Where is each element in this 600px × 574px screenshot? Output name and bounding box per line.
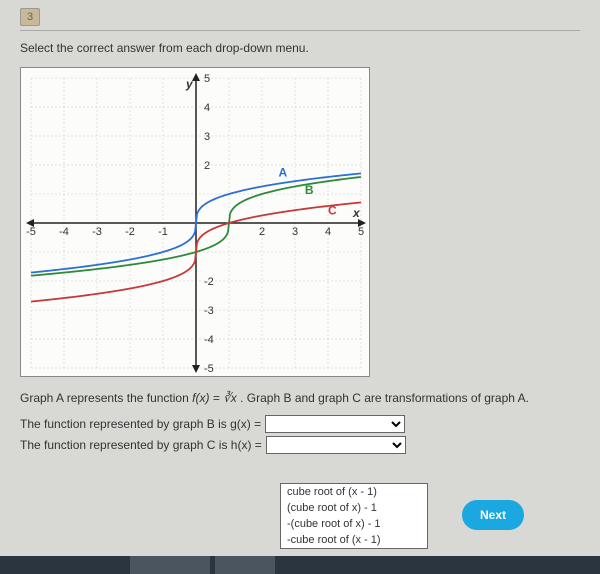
svg-text:3: 3 <box>292 226 298 238</box>
dropdown-option[interactable]: -(cube root of x) - 1 <box>281 516 427 532</box>
svg-text:y: y <box>185 77 194 91</box>
answer-row-c: The function represented by graph C is h… <box>20 436 580 454</box>
answer-row-b: The function represented by graph B is g… <box>20 415 580 433</box>
svg-text:4: 4 <box>204 102 210 114</box>
dropdown-option[interactable]: -cube root of (x - 1) <box>281 532 427 548</box>
dropdown-option[interactable]: (cube root of x) - 1 <box>281 500 427 516</box>
taskbar-segment <box>130 556 210 574</box>
svg-text:-4: -4 <box>59 226 69 238</box>
svg-text:-4: -4 <box>204 334 214 346</box>
taskbar <box>0 556 600 574</box>
row-b-label: The function represented by graph B is g… <box>20 417 261 431</box>
svg-text:-3: -3 <box>92 226 102 238</box>
desc-prefix: Graph A represents the function <box>20 391 192 405</box>
svg-text:-2: -2 <box>125 226 135 238</box>
svg-text:-2: -2 <box>204 276 214 288</box>
svg-text:4: 4 <box>325 226 331 238</box>
svg-text:5: 5 <box>358 226 364 238</box>
fn-rhs: ∛x <box>223 391 237 405</box>
svg-text:B: B <box>305 183 314 197</box>
graph-c-select[interactable] <box>266 436 406 454</box>
graph-description: Graph A represents the function f(x) = ∛… <box>20 391 580 405</box>
desc-suffix: . Graph B and graph C are transformation… <box>240 391 529 405</box>
svg-text:-1: -1 <box>158 226 168 238</box>
svg-text:x: x <box>352 206 361 220</box>
graph-svg: -5-4-3-2-12345-5-4-3-22345yxABC <box>21 68 371 378</box>
svg-text:3: 3 <box>204 131 210 143</box>
row-c-label: The function represented by graph C is h… <box>20 438 262 452</box>
dropdown-option[interactable]: cube root of (x - 1) <box>281 484 427 500</box>
coordinate-graph: -5-4-3-2-12345-5-4-3-22345yxABC <box>20 67 370 377</box>
divider <box>20 30 580 31</box>
taskbar-segment <box>215 556 275 574</box>
fn-lhs: f(x) = <box>192 391 223 405</box>
next-button[interactable]: Next <box>462 500 524 530</box>
dropdown-menu-open: cube root of (x - 1) (cube root of x) - … <box>280 483 428 549</box>
svg-text:-3: -3 <box>204 305 214 317</box>
question-number-tab: 3 <box>20 8 40 26</box>
svg-text:2: 2 <box>204 160 210 172</box>
svg-text:C: C <box>328 203 337 217</box>
svg-text:5: 5 <box>204 73 210 85</box>
svg-text:-5: -5 <box>204 363 214 375</box>
svg-text:2: 2 <box>259 226 265 238</box>
svg-text:-5: -5 <box>26 226 36 238</box>
graph-b-select[interactable] <box>265 415 405 433</box>
instruction-text: Select the correct answer from each drop… <box>20 41 580 55</box>
svg-text:A: A <box>279 166 288 180</box>
